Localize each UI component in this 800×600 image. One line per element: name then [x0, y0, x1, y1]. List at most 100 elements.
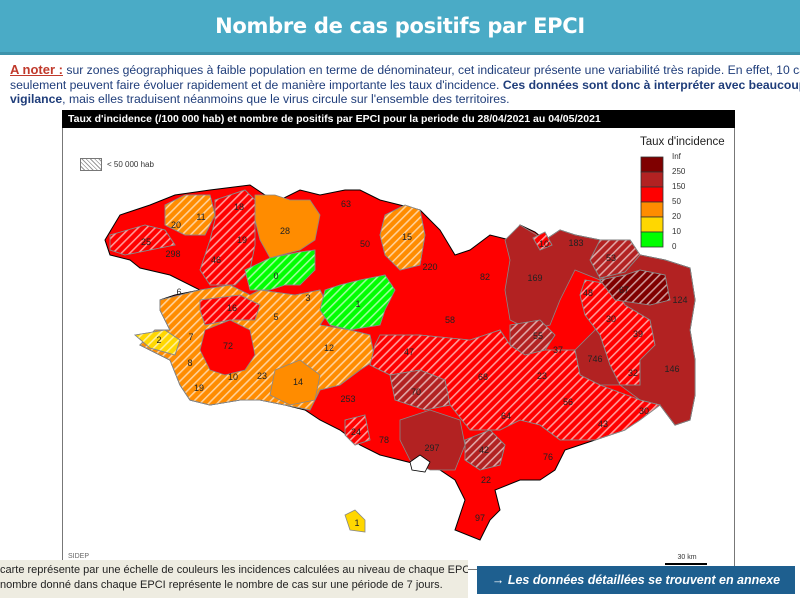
epci-case-count: 53: [606, 253, 616, 263]
hatch-legend-label: < 50 000 hab: [107, 160, 154, 169]
epci-region-hatch: [509, 319, 556, 356]
epci-case-count: 58: [445, 315, 455, 325]
epci-case-count: 15: [402, 232, 412, 242]
legend-swatch: [640, 231, 664, 248]
legend-swatch: [640, 156, 664, 173]
epci-case-count: 16: [227, 303, 237, 313]
legend-swatch: [640, 186, 664, 203]
note-line-2-bold: Ces données sont donc à interpréter avec…: [502, 77, 800, 92]
epci-case-count: 0: [273, 271, 278, 281]
footer-note-line-1: carte représente par une échelle de coul…: [0, 564, 468, 576]
legend-swatch: [640, 171, 664, 188]
epci-case-count: 10: [228, 372, 238, 382]
epci-case-count: 124: [672, 295, 687, 305]
epci-region-hatch: [199, 189, 256, 286]
legend-label: 50: [672, 197, 681, 206]
epci-region: [344, 509, 366, 533]
epci-case-count: 169: [527, 273, 542, 283]
legend-swatch: [640, 201, 664, 218]
legend-label: Inf: [672, 152, 681, 161]
epci-case-count: 39: [633, 329, 643, 339]
legend-label: 20: [672, 212, 681, 221]
epci-case-count: 7: [188, 332, 193, 342]
epci-case-count: 1: [354, 518, 359, 528]
epci-region-hatch: [344, 414, 371, 446]
epci-case-count: 253: [340, 394, 355, 404]
hatch-swatch-icon: [80, 158, 102, 171]
footer-note: carte représente par une échelle de coul…: [0, 560, 468, 598]
epci-case-count: 48: [583, 288, 593, 298]
epci-case-count: 5: [273, 312, 278, 322]
epci-case-count: 1: [355, 299, 360, 309]
epci-region-hatch: [379, 204, 426, 271]
footer-note-line-2: nombre donné dans chaque EPCI représente…: [0, 579, 443, 591]
epci-region-hatch: [199, 294, 261, 326]
epci-case-count: 146: [664, 364, 679, 374]
epci-case-count: 63: [341, 199, 351, 209]
epci-case-count: 746: [587, 354, 602, 364]
epci-case-count: 50: [360, 239, 370, 249]
epci-case-count: 76: [543, 452, 553, 462]
epci-case-count: 28: [280, 226, 290, 236]
legend-label: 0: [672, 242, 677, 251]
legend-label: 10: [672, 227, 681, 236]
epci-case-count: 19: [237, 235, 247, 245]
epci-case-count: 30: [639, 406, 649, 416]
epci-case-count: 72: [223, 341, 233, 351]
map-source: SIDEP: [68, 553, 90, 560]
scale-bar: [665, 563, 707, 565]
epci-region-hatch: [109, 224, 176, 256]
annex-link-button[interactable]: → Les données détaillées se trouvent en …: [477, 566, 795, 594]
epci-case-count: 6: [176, 287, 181, 297]
epci-region-hatch: [389, 369, 451, 411]
note-line-2: seulement peuvent faire évoluer rapideme…: [10, 77, 503, 92]
epci-case-count: 297: [424, 443, 439, 453]
epci-region-hatch: [599, 269, 671, 306]
epci-case-count: 14: [293, 377, 303, 387]
epci-region-hatch: [134, 329, 181, 356]
epci-region: [199, 319, 256, 376]
epci-case-count: 298: [165, 249, 180, 259]
epci-case-count: 46: [211, 255, 221, 265]
epci-region: [269, 359, 321, 406]
epci-case-count: 2: [156, 335, 161, 345]
epci-case-count: 12: [324, 343, 334, 353]
epci-case-count: 30: [606, 314, 616, 324]
note-line-3-bold: vigilance: [10, 92, 63, 106]
epci-region-hatch: [464, 429, 506, 471]
note-line-3: , mais elles traduisent néanmoins que le…: [62, 92, 510, 106]
warning-note: A noter : sur zones géographiques à faib…: [10, 62, 800, 107]
epci-case-count: 43: [598, 419, 608, 429]
epci-case-count: 42: [479, 445, 489, 455]
epci-case-count: 78: [379, 435, 389, 445]
epci-case-count: 10: [539, 239, 549, 249]
epci-case-count: 82: [480, 272, 490, 282]
epci-region-hatch: [319, 274, 396, 331]
epci-case-count: 3: [305, 293, 310, 303]
epci-case-count: 20: [171, 220, 181, 230]
legend-label: 150: [672, 182, 686, 191]
epci-case-count: 24: [351, 427, 361, 437]
epci-case-count: 55: [533, 331, 543, 341]
epci-region-hatch: [244, 249, 316, 291]
legend-swatch: [640, 216, 664, 233]
epci-case-count: 47: [404, 347, 414, 357]
epci-region-hatch: [164, 194, 216, 236]
epci-case-count: 64: [501, 411, 511, 421]
legend-title: Taux d'incidence: [640, 136, 725, 148]
epci-case-count: 70: [411, 387, 421, 397]
epci-case-count: 23: [537, 371, 547, 381]
note-label: A noter :: [10, 62, 63, 77]
epci-region: [254, 194, 321, 259]
epci-case-count: 8: [187, 358, 192, 368]
epci-case-count: 220: [422, 262, 437, 272]
epci-region: [399, 409, 466, 471]
epci-region-hatch: [532, 231, 553, 251]
epci-case-count: 183: [568, 238, 583, 248]
epci-case-count: 11: [196, 212, 205, 222]
epci-case-count: 19: [194, 383, 204, 393]
island: [409, 454, 431, 473]
legend-label: 250: [672, 167, 686, 176]
epci-case-count: 22: [481, 475, 491, 485]
